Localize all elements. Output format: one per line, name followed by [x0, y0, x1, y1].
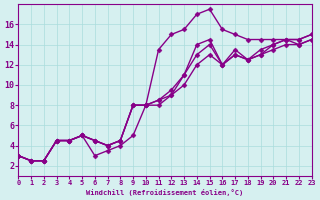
X-axis label: Windchill (Refroidissement éolien,°C): Windchill (Refroidissement éolien,°C) [86, 189, 244, 196]
